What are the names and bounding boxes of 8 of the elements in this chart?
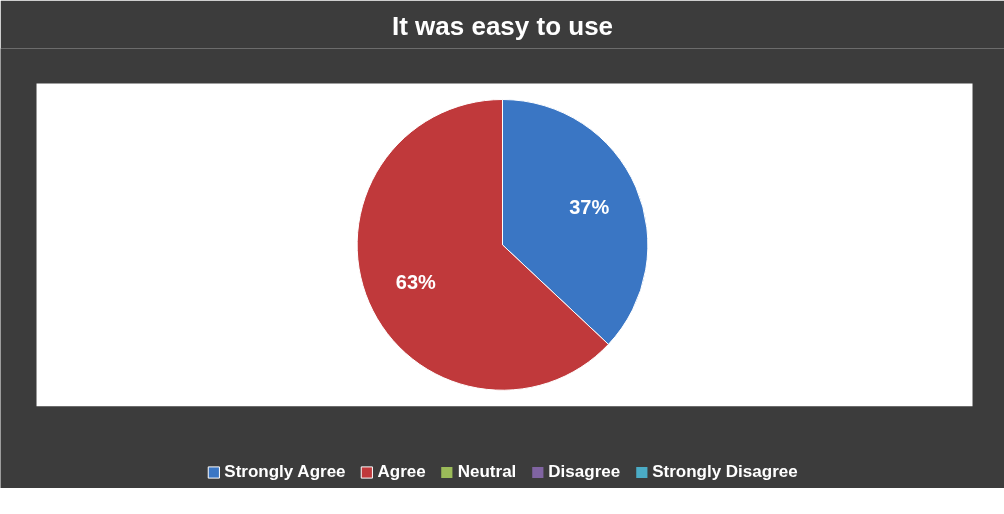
data-label: 63% [395, 271, 437, 294]
chart-title: It was easy to use [391, 10, 614, 41]
data-label: 37% [569, 196, 610, 219]
legend-label: Disagree [548, 462, 621, 482]
legend-label: Neutral [457, 462, 517, 482]
legend-label: Strongly Agree [224, 462, 346, 482]
legend-label: Agree [377, 462, 426, 482]
legend-label: Strongly Disagree [652, 462, 798, 482]
